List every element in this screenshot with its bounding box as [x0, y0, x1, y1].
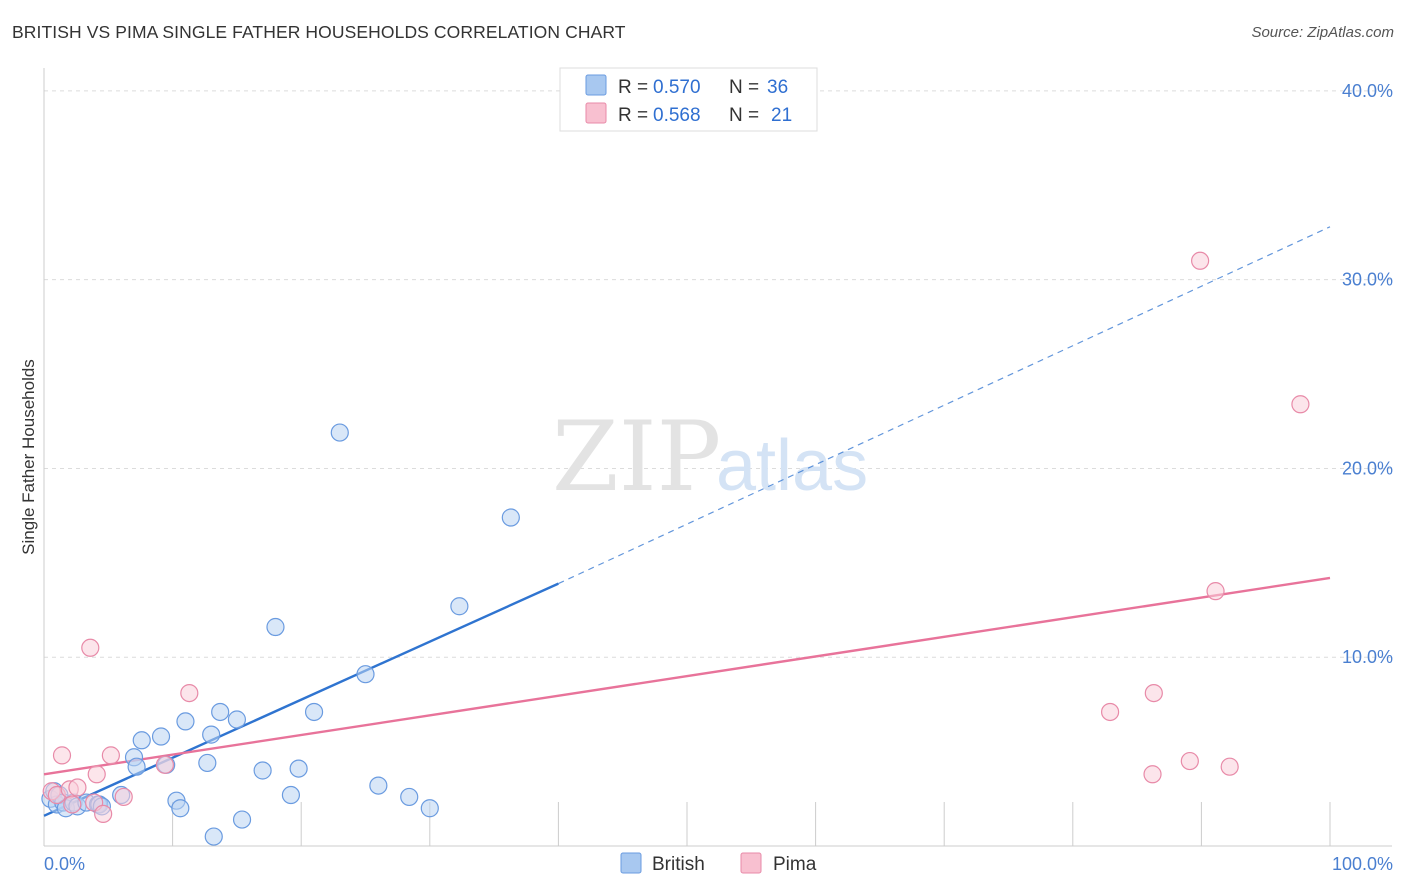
point-british	[132, 731, 151, 750]
point-pima	[1206, 582, 1225, 601]
point-british	[176, 712, 195, 731]
point-pima	[1144, 683, 1163, 703]
point-british	[151, 727, 171, 746]
trend-line-pima	[43, 576, 1331, 776]
y-tick-label: 20.0%	[1342, 458, 1393, 478]
trend-lines	[43, 226, 1331, 817]
legend-n-value-british: 36	[767, 77, 788, 98]
point-pima	[1143, 765, 1162, 784]
y-tick-label: 10.0%	[1342, 647, 1393, 667]
trend-line-british	[43, 582, 559, 817]
tick-labels: 10.0% 20.0% 30.0% 40.0% 0.0% 100.0%	[44, 81, 1393, 874]
bottom-legend-swatch-british	[620, 852, 642, 874]
point-british	[369, 776, 388, 795]
point-british	[253, 761, 272, 780]
point-british	[127, 757, 146, 776]
point-pima	[1180, 751, 1199, 771]
legend-r-value-british: 0.570	[653, 77, 701, 98]
legend: R = 0.570 N = 36 R = 0.568 N = 21	[559, 67, 818, 132]
point-british	[420, 799, 439, 818]
bottom-legend-label-british: British	[652, 854, 705, 875]
point-british	[202, 725, 221, 744]
point-pima	[155, 755, 174, 774]
legend-n-label-british: N =	[729, 77, 759, 98]
x-tick-label: 100.0%	[1332, 854, 1393, 874]
point-pima	[1191, 251, 1210, 270]
watermark-zip: ZIP	[552, 401, 721, 513]
bottom-legend-swatch-pima	[740, 852, 762, 874]
data-points	[41, 251, 1310, 846]
bottom-legend: British Pima	[620, 852, 817, 875]
point-british	[171, 799, 190, 818]
point-british	[198, 753, 217, 773]
point-british	[400, 787, 419, 807]
point-pima	[52, 746, 72, 765]
point-british	[211, 702, 230, 722]
chart-source: Source: ZipAtlas.com	[1251, 24, 1394, 41]
legend-n-label-pima: N =	[729, 105, 759, 126]
point-pima	[1220, 757, 1239, 776]
x-tick-label: 0.0%	[44, 854, 85, 874]
point-pima	[101, 746, 120, 765]
legend-r-value-pima: 0.568	[653, 105, 701, 126]
legend-swatch-british	[585, 74, 607, 96]
point-british	[304, 702, 324, 722]
y-tick-label: 40.0%	[1342, 81, 1393, 101]
point-pima	[81, 638, 100, 657]
trend-line-british-extension	[558, 226, 1331, 585]
point-british	[501, 508, 520, 527]
point-british	[356, 665, 375, 684]
point-british	[204, 827, 223, 846]
point-british	[281, 785, 301, 805]
legend-swatch-pima	[585, 102, 607, 124]
point-pima	[180, 683, 199, 703]
point-british	[289, 759, 308, 778]
legend-n-value-pima: 21	[771, 105, 792, 126]
point-british	[450, 597, 469, 616]
point-pima	[1100, 702, 1120, 722]
y-axis-label: Single Father Households	[19, 359, 38, 555]
point-pima	[114, 787, 133, 807]
point-pima	[63, 795, 82, 814]
point-british	[330, 423, 349, 442]
chart-title: BRITISH VS PIMA SINGLE FATHER HOUSEHOLDS…	[12, 22, 626, 42]
point-pima	[68, 778, 87, 797]
legend-r-label-pima: R =	[618, 105, 648, 126]
point-pima	[1291, 395, 1310, 414]
watermark-atlas: atlas	[716, 426, 868, 506]
bottom-legend-label-pima: Pima	[773, 854, 817, 875]
gridlines	[44, 90, 1392, 658]
watermark: ZIP atlas	[552, 401, 868, 513]
y-tick-label: 30.0%	[1342, 270, 1393, 290]
point-british	[227, 710, 246, 729]
point-pima	[87, 765, 106, 784]
point-british	[232, 810, 252, 829]
x-axis	[44, 802, 1392, 847]
legend-r-label-british: R =	[618, 77, 648, 98]
point-pima	[94, 804, 113, 824]
point-british	[266, 617, 285, 637]
